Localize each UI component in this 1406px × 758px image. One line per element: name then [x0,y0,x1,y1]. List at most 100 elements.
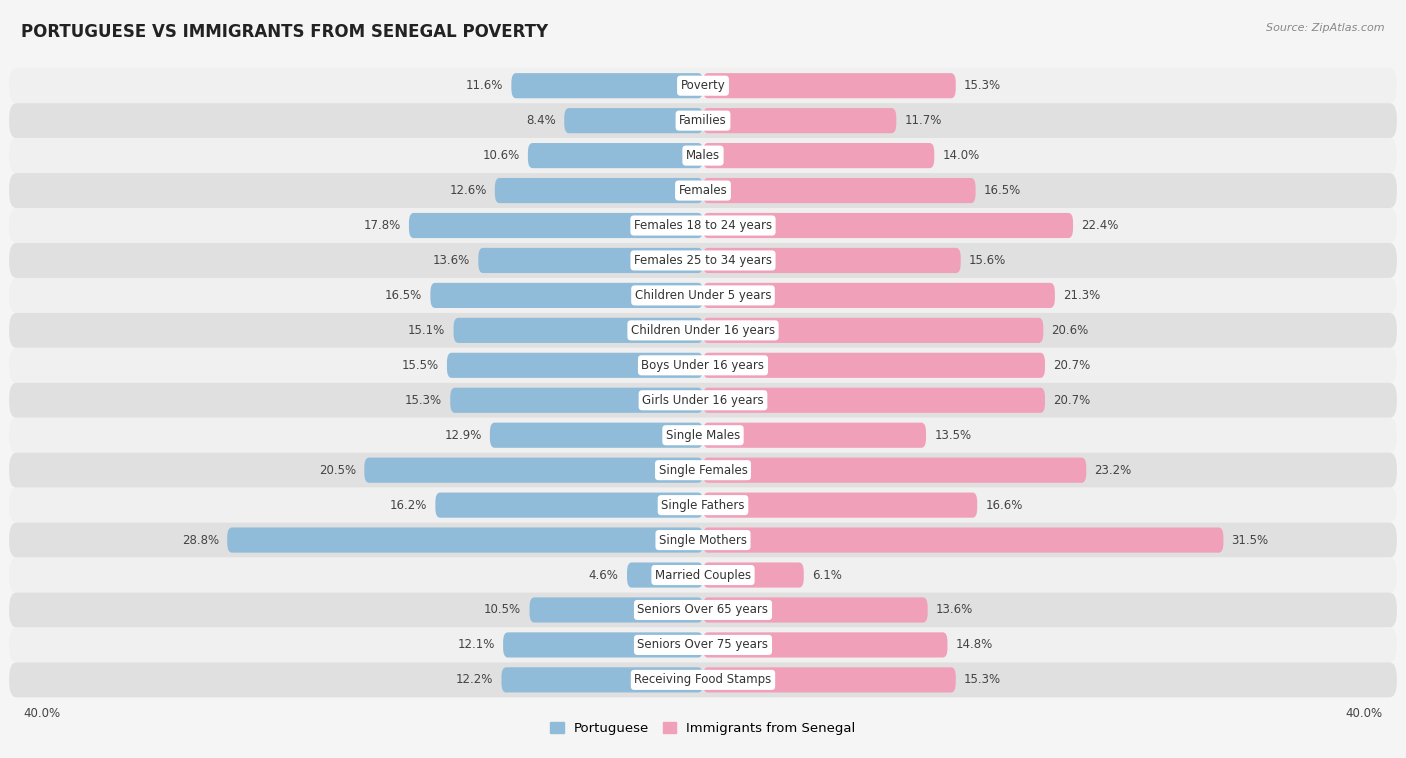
FancyBboxPatch shape [703,213,1073,238]
FancyBboxPatch shape [10,487,1396,522]
Text: 15.1%: 15.1% [408,324,446,337]
FancyBboxPatch shape [364,458,703,483]
Text: 16.5%: 16.5% [984,184,1021,197]
FancyBboxPatch shape [703,73,956,99]
Text: 13.6%: 13.6% [433,254,470,267]
Text: Children Under 5 years: Children Under 5 years [634,289,772,302]
Text: 15.6%: 15.6% [969,254,1007,267]
Text: 21.3%: 21.3% [1063,289,1101,302]
Text: Children Under 16 years: Children Under 16 years [631,324,775,337]
FancyBboxPatch shape [627,562,703,587]
Text: 12.1%: 12.1% [457,638,495,651]
FancyBboxPatch shape [228,528,703,553]
Text: 22.4%: 22.4% [1081,219,1119,232]
Text: Poverty: Poverty [681,79,725,92]
FancyBboxPatch shape [495,178,703,203]
Text: 6.1%: 6.1% [813,568,842,581]
FancyBboxPatch shape [10,208,1396,243]
FancyBboxPatch shape [503,632,703,657]
Text: 15.3%: 15.3% [405,393,441,407]
FancyBboxPatch shape [703,667,956,693]
FancyBboxPatch shape [10,243,1396,278]
FancyBboxPatch shape [10,593,1396,628]
FancyBboxPatch shape [10,662,1396,697]
FancyBboxPatch shape [430,283,703,308]
FancyBboxPatch shape [489,423,703,448]
Text: Single Females: Single Females [658,464,748,477]
FancyBboxPatch shape [703,318,1043,343]
FancyBboxPatch shape [10,453,1396,487]
FancyBboxPatch shape [409,213,703,238]
Text: 8.4%: 8.4% [526,114,555,127]
Text: 28.8%: 28.8% [181,534,219,547]
Text: 16.2%: 16.2% [389,499,427,512]
Text: 20.6%: 20.6% [1052,324,1088,337]
Text: Males: Males [686,149,720,162]
Text: 20.7%: 20.7% [1053,393,1091,407]
FancyBboxPatch shape [703,597,928,622]
FancyBboxPatch shape [10,103,1396,138]
Text: Single Males: Single Males [666,429,740,442]
FancyBboxPatch shape [703,178,976,203]
Text: 15.5%: 15.5% [402,359,439,372]
Text: 16.5%: 16.5% [385,289,422,302]
Text: Married Couples: Married Couples [655,568,751,581]
FancyBboxPatch shape [502,667,703,693]
Text: Seniors Over 65 years: Seniors Over 65 years [637,603,769,616]
FancyBboxPatch shape [447,352,703,378]
Text: 4.6%: 4.6% [589,568,619,581]
FancyBboxPatch shape [10,138,1396,173]
FancyBboxPatch shape [436,493,703,518]
Text: Single Mothers: Single Mothers [659,534,747,547]
Text: 14.8%: 14.8% [956,638,993,651]
FancyBboxPatch shape [10,173,1396,208]
Text: PORTUGUESE VS IMMIGRANTS FROM SENEGAL POVERTY: PORTUGUESE VS IMMIGRANTS FROM SENEGAL PO… [21,23,548,41]
FancyBboxPatch shape [10,313,1396,348]
Text: Source: ZipAtlas.com: Source: ZipAtlas.com [1267,23,1385,33]
FancyBboxPatch shape [10,418,1396,453]
FancyBboxPatch shape [703,562,804,587]
Text: 12.2%: 12.2% [456,673,494,687]
Text: Females 18 to 24 years: Females 18 to 24 years [634,219,772,232]
FancyBboxPatch shape [703,458,1087,483]
Text: 10.5%: 10.5% [484,603,522,616]
Text: 15.3%: 15.3% [965,673,1001,687]
FancyBboxPatch shape [530,597,703,622]
Text: 10.6%: 10.6% [482,149,520,162]
Text: 17.8%: 17.8% [363,219,401,232]
FancyBboxPatch shape [703,387,1045,413]
FancyBboxPatch shape [10,628,1396,662]
FancyBboxPatch shape [703,248,960,273]
Text: Females: Females [679,184,727,197]
Text: Families: Families [679,114,727,127]
FancyBboxPatch shape [454,318,703,343]
FancyBboxPatch shape [703,108,896,133]
Text: 16.6%: 16.6% [986,499,1024,512]
Text: 20.5%: 20.5% [319,464,356,477]
FancyBboxPatch shape [512,73,703,99]
FancyBboxPatch shape [10,348,1396,383]
FancyBboxPatch shape [703,423,927,448]
FancyBboxPatch shape [450,387,703,413]
FancyBboxPatch shape [564,108,703,133]
Text: 15.3%: 15.3% [965,79,1001,92]
Text: 31.5%: 31.5% [1232,534,1268,547]
FancyBboxPatch shape [10,278,1396,313]
Text: Seniors Over 75 years: Seniors Over 75 years [637,638,769,651]
Text: Girls Under 16 years: Girls Under 16 years [643,393,763,407]
Text: 13.6%: 13.6% [936,603,973,616]
FancyBboxPatch shape [703,493,977,518]
Text: Single Fathers: Single Fathers [661,499,745,512]
Text: 13.5%: 13.5% [934,429,972,442]
Text: 23.2%: 23.2% [1094,464,1132,477]
FancyBboxPatch shape [527,143,703,168]
FancyBboxPatch shape [703,352,1045,378]
FancyBboxPatch shape [478,248,703,273]
Text: Boys Under 16 years: Boys Under 16 years [641,359,765,372]
Text: 12.9%: 12.9% [444,429,482,442]
Legend: Portuguese, Immigrants from Senegal: Portuguese, Immigrants from Senegal [550,722,856,735]
FancyBboxPatch shape [10,68,1396,103]
Text: 11.6%: 11.6% [465,79,503,92]
FancyBboxPatch shape [703,528,1223,553]
FancyBboxPatch shape [10,383,1396,418]
